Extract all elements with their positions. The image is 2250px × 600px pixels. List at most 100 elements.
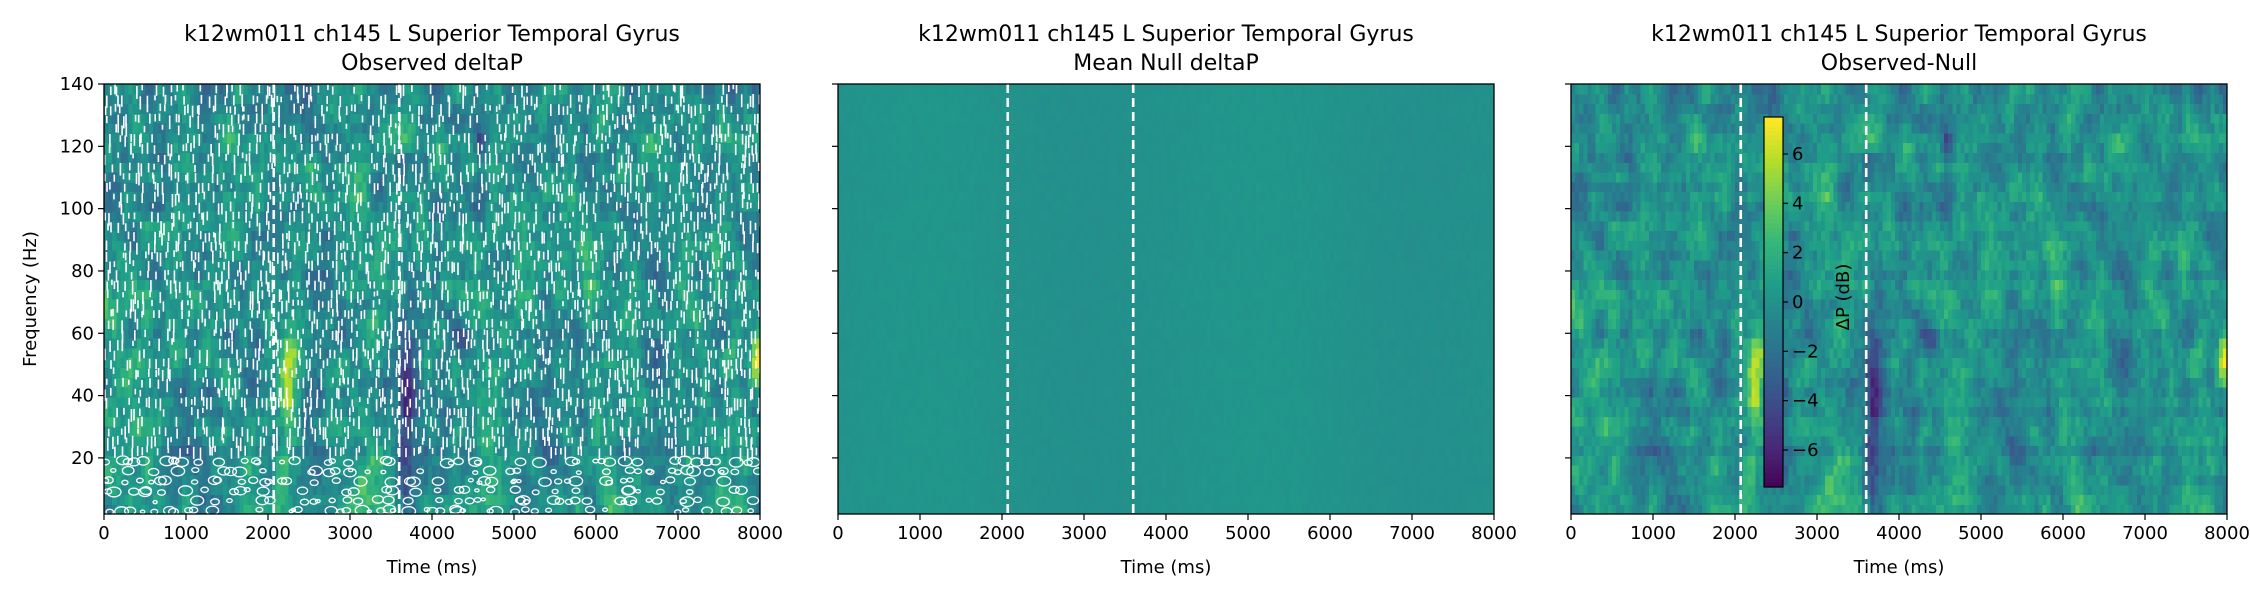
heatmap-cell <box>321 250 326 261</box>
heatmap-cell <box>751 406 757 417</box>
heatmap-cell <box>448 328 454 339</box>
heatmap-cell <box>559 259 564 271</box>
heatmap-cell <box>140 279 146 290</box>
heatmap-cell <box>710 347 716 359</box>
heatmap-cell <box>218 318 224 329</box>
heatmap-cell <box>296 259 302 271</box>
heatmap-cell <box>534 357 540 369</box>
heatmap-cell <box>370 240 376 251</box>
heatmap-cell <box>329 484 335 496</box>
heatmap-cell <box>190 328 195 339</box>
heatmap-cell <box>477 269 482 281</box>
heatmap-cell <box>673 406 679 417</box>
heatmap-cell <box>735 299 741 310</box>
heatmap-cell <box>542 318 548 329</box>
heatmap-cell <box>407 367 413 378</box>
heatmap-cell <box>649 308 654 320</box>
heatmap-cell <box>124 328 130 339</box>
heatmap-cell <box>682 338 687 349</box>
heatmap-cell <box>432 386 437 398</box>
heatmap-cell <box>206 494 212 505</box>
heatmap-cell <box>723 259 728 271</box>
heatmap-cell <box>374 465 380 476</box>
heatmap-cell <box>395 269 400 281</box>
heatmap-cell <box>161 367 167 378</box>
heatmap-cell <box>583 445 589 456</box>
heatmap-cell <box>735 474 741 486</box>
heatmap-cell <box>214 455 220 466</box>
heatmap-cell <box>600 435 605 447</box>
heatmap-cell <box>341 259 347 271</box>
heatmap-cell <box>583 484 589 496</box>
heatmap-cell <box>653 386 659 398</box>
heatmap-cell <box>755 318 760 329</box>
heatmap-cell <box>104 308 109 320</box>
heatmap-cell <box>386 465 392 476</box>
heatmap-cell <box>477 347 482 359</box>
heatmap-cell <box>620 259 626 271</box>
heatmap-cell <box>222 416 228 427</box>
heatmap-cell <box>354 504 359 514</box>
heatmap-cell <box>641 435 646 447</box>
heatmap-cell <box>149 504 154 514</box>
heatmap-cell <box>165 504 171 514</box>
heatmap-cell <box>350 474 355 486</box>
heatmap-cell <box>686 367 691 378</box>
heatmap-cell <box>321 435 326 447</box>
heatmap-cell <box>571 474 577 486</box>
heatmap-cell <box>276 377 281 388</box>
heatmap-cell <box>145 474 150 486</box>
heatmap-cell <box>481 396 486 408</box>
heatmap-cell <box>686 396 691 408</box>
heatmap-cell <box>497 474 503 486</box>
heatmap-cell <box>489 259 495 271</box>
heatmap-cell <box>333 426 339 437</box>
heatmap-cell <box>723 416 728 427</box>
heatmap-cell <box>198 426 203 437</box>
heatmap-cell <box>296 367 302 378</box>
heatmap-cell <box>411 406 417 417</box>
heatmap-cell <box>567 504 572 514</box>
heatmap-cell <box>354 259 359 271</box>
heatmap-cell <box>505 455 511 466</box>
heatmap-cell <box>591 484 597 496</box>
heatmap-cell <box>452 269 458 281</box>
heatmap-cell <box>538 386 544 398</box>
heatmap-cell <box>690 435 695 447</box>
heatmap-cell <box>444 328 449 339</box>
heatmap-cell <box>214 396 220 408</box>
heatmap-cell <box>432 279 437 290</box>
heatmap-cell <box>317 455 322 466</box>
heatmap-cell <box>477 416 482 427</box>
heatmap-cell <box>509 328 515 339</box>
heatmap-cell <box>731 240 736 251</box>
heatmap-cell <box>567 406 572 417</box>
heatmap-cell <box>735 416 741 427</box>
heatmap-cell <box>399 328 404 339</box>
heatmap-cell <box>247 396 253 408</box>
heatmap-cell <box>206 426 212 437</box>
heatmap-cell <box>694 474 700 486</box>
heatmap-cell <box>628 347 634 359</box>
heatmap-cell <box>280 367 285 378</box>
heatmap-cell <box>591 318 597 329</box>
heatmap-cell <box>333 299 339 310</box>
heatmap-cell <box>325 279 331 290</box>
heatmap-cell <box>669 240 675 251</box>
heatmap-cell <box>575 230 581 241</box>
heatmap-cell <box>452 308 458 320</box>
heatmap-cell <box>231 259 236 271</box>
heatmap-cell <box>530 250 536 261</box>
heatmap-cell <box>632 406 638 417</box>
heatmap-cell <box>186 269 191 281</box>
heatmap-cell <box>710 211 716 222</box>
heatmap-cell <box>354 250 359 261</box>
heatmap-cell <box>395 299 400 310</box>
heatmap-cell <box>637 426 642 437</box>
heatmap-cell <box>723 328 728 339</box>
heatmap-cell <box>386 318 392 329</box>
heatmap-cell <box>411 396 417 408</box>
heatmap-cell <box>382 269 388 281</box>
heatmap-cell <box>641 328 646 339</box>
heatmap-cell <box>181 494 187 505</box>
